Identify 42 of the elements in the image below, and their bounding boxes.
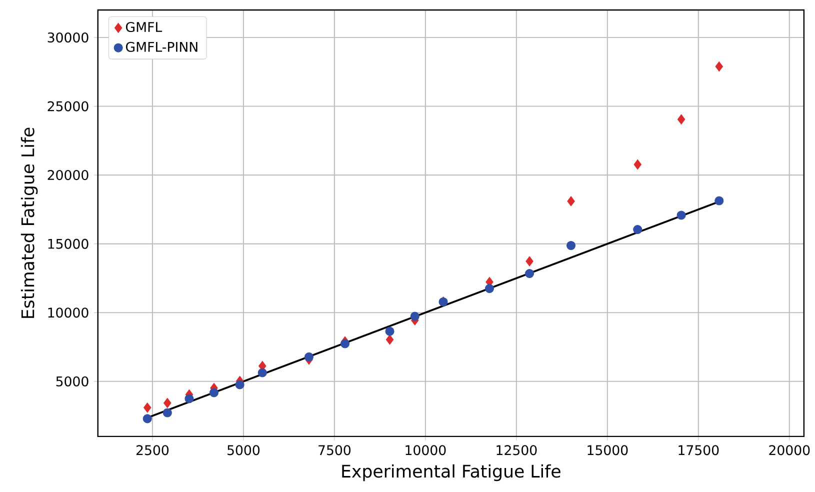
point (304, 352, 314, 362)
y-tick-label: 20000 (48, 170, 88, 180)
x-tick-label: 15000 (588, 444, 628, 456)
x-tick-label: 10000 (406, 444, 446, 456)
legend-label: GMFL (126, 22, 162, 32)
point (142, 414, 152, 424)
point (567, 196, 575, 206)
x-tick-label: 12500 (496, 444, 537, 456)
point (715, 61, 724, 72)
point (677, 114, 686, 124)
x-tick-label: 2500 (136, 444, 169, 456)
x-tick-label: 5000 (228, 444, 260, 456)
point (676, 210, 686, 220)
point (526, 256, 534, 266)
point (714, 196, 724, 206)
point (235, 380, 244, 390)
point (484, 284, 494, 293)
point (340, 339, 350, 348)
point (524, 268, 534, 278)
x-tick-label: 7500 (318, 444, 351, 456)
point (164, 398, 172, 408)
y-tick-label: 10000 (48, 307, 88, 318)
point (566, 240, 576, 250)
point (386, 334, 394, 344)
legend-label: GMFL-PINN (126, 42, 198, 52)
point (209, 388, 219, 398)
y-tick-label: 15000 (48, 238, 88, 249)
point (410, 312, 420, 321)
y-tick-label: 30000 (48, 32, 88, 42)
x-tick-label: 17500 (678, 444, 719, 456)
y-axis-title: Estimated Fatigue Life (20, 128, 38, 318)
point (144, 402, 152, 413)
y-tick-label: 5000 (56, 376, 88, 386)
point (385, 326, 394, 336)
y-tick-label: 25000 (48, 101, 88, 112)
point (184, 394, 194, 404)
x-axis-title: Experimental Fatigue Life (342, 464, 560, 481)
point (258, 368, 267, 378)
point (634, 159, 642, 170)
point (162, 408, 172, 418)
x-tick-label: 20000 (769, 444, 810, 456)
point (633, 224, 642, 234)
